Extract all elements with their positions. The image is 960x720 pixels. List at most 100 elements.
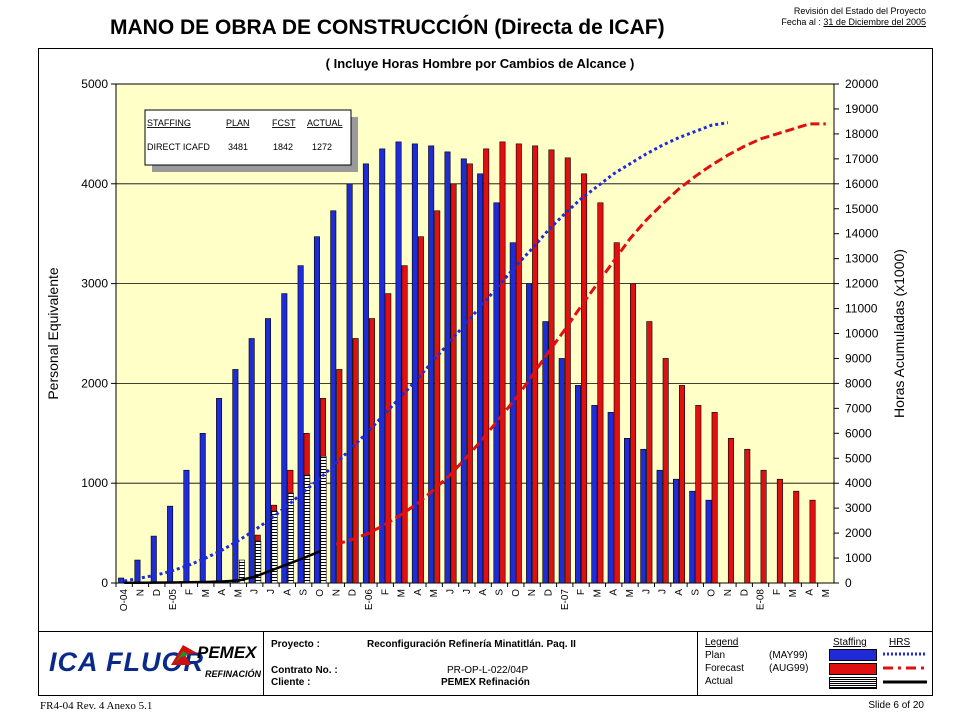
bar-plan [281,293,288,584]
bar-plan [640,448,647,584]
y-tick-label: 0 [101,576,108,590]
x-tick-label: S [690,589,701,596]
bar-forecast [499,141,506,584]
x-tick-label: S [494,589,505,596]
bar-forecast [385,293,392,584]
pemex-eagle-icon [171,645,197,665]
line-hrs-actual [124,550,321,585]
footer-divider [263,631,264,695]
bar-plan [542,321,549,584]
bar-actual [271,510,278,584]
bar-forecast [695,405,702,584]
bar-forecast [548,149,555,584]
inset-table-header: ACTUAL [307,118,343,128]
x-tick-label: E-07 [560,589,571,611]
x-tick-label: N [723,589,734,596]
bar-plan [346,183,353,584]
legend-header: Legend [705,637,739,648]
revision-line1: Revisión del Estado del Proyecto [793,6,926,16]
legend-plan-swatch [829,649,877,661]
bar-forecast [760,469,767,584]
y2-tick-label: 17000 [845,152,879,166]
x-tick-label: A [413,589,424,596]
inset-table-cell: DIRECT ICAFD [147,142,210,152]
bar-forecast [450,183,457,584]
y2-tick-label: 1000 [845,551,872,565]
x-tick-label: D [739,589,750,596]
inset-table-cell: 3481 [228,142,248,152]
pemex-logo-text: PEMEX [197,643,257,662]
bar-forecast [581,173,588,584]
x-tick-label: E-05 [168,589,179,611]
bar-actual [287,492,294,584]
x-tick-label: A [217,589,228,596]
contrato-value: PR-OP-L-022/04P [447,665,529,676]
x-tick-label: F [184,589,195,595]
bar-plan [411,143,418,584]
bar-plan [705,499,712,584]
x-tick-label: M [821,589,832,597]
inset-table-box [144,109,352,166]
legend-plan-label: Plan [705,650,726,661]
bar-forecast [401,265,408,584]
bar-plan [656,469,663,584]
bar-plan [379,148,386,584]
y2-axis-label: Horas Acumuladas (x1000) [891,249,907,418]
bar-actual [320,455,327,584]
x-tick-label: J [250,589,261,594]
revision-line2: Fecha al : 31 de Diciembre del 2005 [781,17,926,28]
bar-plan [526,283,533,584]
y2-tick-label: 18000 [845,127,879,141]
bar-forecast [597,202,604,584]
y2-tick-label: 10000 [845,327,879,341]
y2-tick-label: 14000 [845,227,879,241]
slide-number: Slide 6 of 20 [868,700,924,711]
bar-actual [255,540,262,584]
x-tick-label: O [315,589,326,597]
y2-tick-label: 6000 [845,426,872,440]
x-tick-label: J [266,589,277,594]
x-tick-label: F [576,589,587,595]
bar-forecast [434,210,441,584]
bar-forecast [532,145,539,584]
x-tick-label: O [511,589,522,597]
bar-plan [232,369,239,584]
x-tick-label: M [788,589,799,597]
form-code: FR4-04 Rev. 4 Anexo 5.1 [40,700,153,712]
bar-plan [672,478,679,584]
bar-plan [558,358,565,584]
bar-forecast [711,412,718,584]
proyecto-label: Proyecto : [271,639,320,650]
bar-forecast [630,283,637,584]
x-tick-label: D [348,589,359,596]
bar-plan [624,437,630,584]
y2-tick-label: 15000 [845,202,879,216]
x-tick-label: O [707,589,718,597]
x-tick-label: M [201,589,212,597]
y2-tick-label: 19000 [845,102,879,116]
line-hrs-forecast [335,122,826,546]
bar-actual [304,474,311,584]
y2-tick-label: 9000 [845,351,872,365]
contrato-label: Contrato No. : [271,665,338,676]
bar-plan [118,577,125,584]
y2-tick-label: 5000 [845,451,872,465]
x-tick-label: A [805,589,816,596]
bar-plan [216,398,223,584]
y2-tick-label: 8000 [845,376,872,390]
inset-table-cell: 1272 [312,142,332,152]
x-tick-label: M [625,589,636,597]
y-tick-label: 5000 [81,77,108,91]
legend-plan-code: (MAY99) [769,650,808,661]
bar-forecast [368,318,375,584]
cliente-value: PEMEX Refinación [441,677,530,688]
bar-plan [575,385,582,584]
bar-forecast [662,358,669,584]
bar-plan [362,163,369,584]
bar-forecast [613,242,620,584]
y2-tick-label: 0 [845,576,852,590]
bar-plan [395,141,402,584]
bar-plan [444,151,451,584]
bar-plan [509,242,516,584]
x-tick-label: F [772,589,783,595]
